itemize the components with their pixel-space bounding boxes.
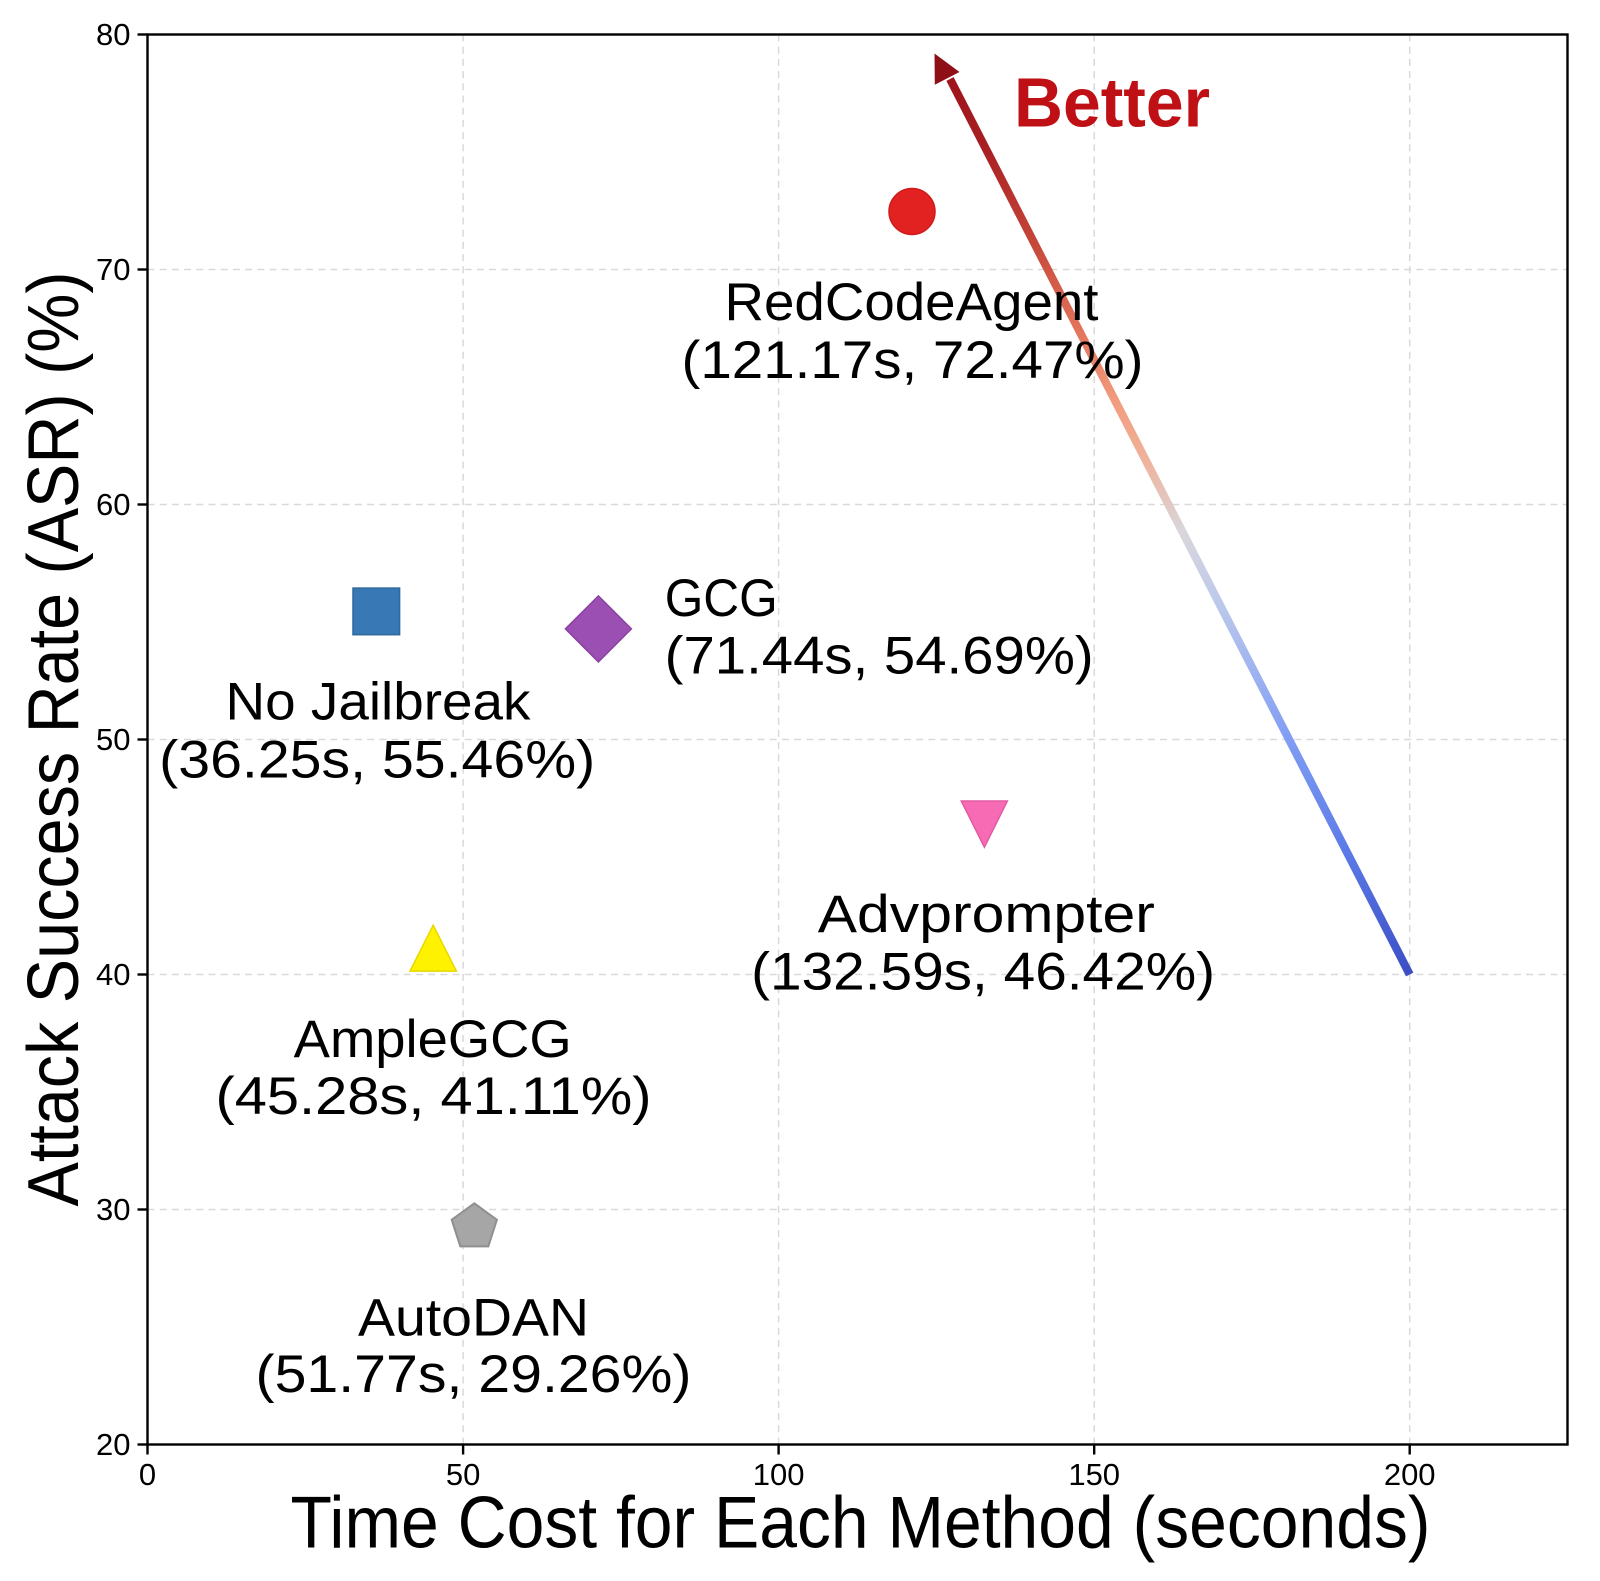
svg-text:30: 30 xyxy=(96,1192,130,1227)
svg-text:200: 200 xyxy=(1384,1457,1436,1492)
svg-text:50: 50 xyxy=(96,722,130,757)
svg-text:(51.77s, 29.26%): (51.77s, 29.26%) xyxy=(256,1345,692,1404)
svg-text:20: 20 xyxy=(96,1427,130,1462)
svg-text:Better: Better xyxy=(1014,64,1210,142)
svg-text:40: 40 xyxy=(96,957,130,992)
svg-text:0: 0 xyxy=(139,1457,156,1492)
svg-text:GCG: GCG xyxy=(665,569,778,628)
svg-text:100: 100 xyxy=(753,1457,805,1492)
svg-text:Advprompter: Advprompter xyxy=(818,885,1155,944)
svg-text:150: 150 xyxy=(1068,1457,1120,1492)
svg-text:AutoDAN: AutoDAN xyxy=(358,1288,589,1347)
svg-text:70: 70 xyxy=(96,252,130,287)
svg-text:RedCodeAgent: RedCodeAgent xyxy=(725,273,1099,332)
svg-text:No Jailbreak: No Jailbreak xyxy=(226,673,532,732)
svg-text:(36.25s, 55.46%): (36.25s, 55.46%) xyxy=(159,731,595,790)
svg-text:50: 50 xyxy=(446,1457,480,1492)
svg-text:60: 60 xyxy=(96,487,130,522)
svg-text:(45.28s, 41.11%): (45.28s, 41.11%) xyxy=(216,1067,652,1126)
svg-text:Time Cost for Each Method (sec: Time Cost for Each Method (seconds) xyxy=(291,1483,1431,1564)
svg-text:Attack Success Rate (ASR) (%): Attack Success Rate (ASR) (%) xyxy=(14,272,94,1207)
svg-text:(121.17s, 72.47%): (121.17s, 72.47%) xyxy=(682,331,1144,390)
svg-text:(132.59s, 46.42%): (132.59s, 46.42%) xyxy=(751,943,1215,1002)
svg-text:AmpleGCG: AmpleGCG xyxy=(294,1010,572,1069)
svg-text:(71.44s, 54.69%): (71.44s, 54.69%) xyxy=(665,627,1094,686)
svg-text:80: 80 xyxy=(96,17,130,52)
